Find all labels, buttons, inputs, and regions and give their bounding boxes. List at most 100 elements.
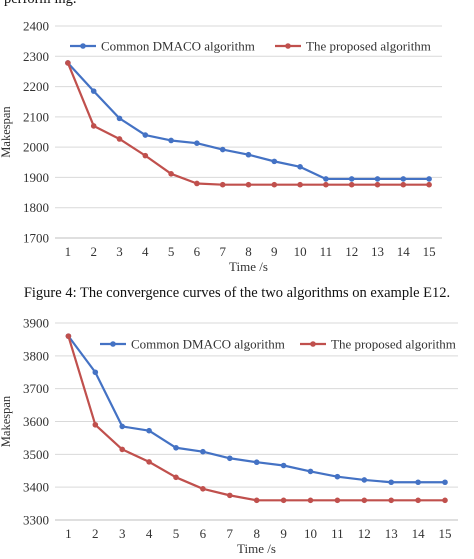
x-tick-label: 4	[142, 244, 149, 259]
data-point-proposed	[245, 181, 252, 188]
data-point-proposed	[374, 181, 381, 188]
data-point-common-dmaco	[307, 468, 314, 475]
x-tick-label: 13	[385, 526, 398, 541]
x-tick-label: 2	[92, 526, 99, 541]
y-tick-label: 2300	[23, 49, 49, 64]
x-tick-label: 5	[168, 244, 175, 259]
data-point-proposed	[400, 181, 407, 188]
y-tick-label: 3400	[23, 480, 49, 495]
data-point-common-dmaco	[90, 88, 97, 94]
data-point-common-dmaco	[146, 427, 152, 434]
data-point-common-dmaco	[426, 176, 432, 182]
y-tick-label: 3800	[23, 348, 49, 363]
data-point-proposed	[348, 181, 355, 188]
x-tick-label: 6	[194, 244, 201, 259]
data-point-proposed	[173, 474, 179, 481]
data-point-proposed	[426, 181, 432, 188]
data-point-proposed	[271, 181, 278, 188]
data-point-proposed	[253, 497, 260, 504]
y-tick-label: 1900	[23, 170, 49, 185]
y-tick-label: 1800	[23, 200, 49, 215]
x-axis-title: Time /s	[229, 259, 268, 274]
data-point-proposed	[119, 446, 125, 453]
data-point-common-dmaco	[194, 140, 200, 147]
data-point-common-dmaco	[374, 176, 381, 182]
data-point-proposed	[90, 123, 97, 129]
data-point-proposed	[323, 181, 329, 188]
x-tick-label: 6	[200, 526, 207, 541]
x-tick-label: 8	[245, 244, 252, 259]
legend-marker	[285, 43, 291, 49]
data-point-common-dmaco	[334, 473, 341, 480]
x-tick-label: 3	[119, 526, 126, 541]
x-tick-label: 14	[412, 526, 426, 541]
y-tick-label: 2100	[23, 109, 49, 124]
legend-marker	[80, 43, 86, 49]
legend-marker	[110, 341, 116, 347]
data-point-common-dmaco	[116, 115, 123, 122]
data-point-common-dmaco	[253, 459, 260, 466]
y-tick-label: 2000	[23, 140, 49, 155]
data-point-proposed	[142, 152, 149, 159]
data-point-common-dmaco	[168, 137, 174, 144]
data-point-proposed	[297, 181, 303, 188]
data-point-common-dmaco	[271, 158, 278, 165]
x-tick-label: 7	[227, 526, 234, 541]
data-point-common-dmaco	[92, 369, 99, 376]
legend-label: Common DMACO algorithm	[101, 39, 255, 54]
data-point-common-dmaco	[400, 176, 407, 182]
series-line-proposed	[67, 335, 445, 502]
data-point-common-dmaco	[142, 132, 149, 138]
data-point-proposed	[334, 497, 341, 504]
data-point-proposed	[116, 136, 123, 142]
data-point-proposed	[194, 180, 200, 187]
series-line-proposed	[66, 62, 430, 186]
data-point-proposed	[280, 497, 287, 504]
x-tick-label: 1	[65, 244, 72, 259]
y-axis-title: Makespan	[0, 395, 13, 447]
x-tick-label: 14	[397, 244, 411, 259]
data-point-proposed	[92, 421, 99, 428]
x-axis-title: Time /s	[237, 541, 276, 556]
data-point-common-dmaco	[348, 176, 355, 182]
x-tick-label: 5	[173, 526, 180, 541]
data-point-common-dmaco	[227, 455, 233, 462]
data-point-proposed	[65, 60, 71, 66]
y-axis-title: Makespan	[0, 106, 13, 158]
x-tick-label: 1	[65, 526, 72, 541]
legend-label: The proposed algorithm	[331, 337, 456, 352]
x-tick-label: 9	[271, 244, 278, 259]
x-tick-label: 15	[439, 526, 452, 541]
x-tick-label: 12	[358, 526, 371, 541]
y-tick-label: 3600	[23, 414, 49, 429]
data-point-common-dmaco	[323, 176, 329, 182]
x-tick-label: 8	[253, 526, 260, 541]
data-point-proposed	[65, 333, 72, 339]
y-tick-label: 3500	[23, 447, 49, 462]
series-line-common-dmaco	[67, 62, 430, 181]
data-point-common-dmaco	[173, 444, 179, 451]
data-point-proposed	[442, 497, 448, 504]
x-tick-label: 11	[320, 244, 333, 259]
x-tick-label: 10	[294, 244, 307, 259]
y-tick-label: 3900	[23, 316, 49, 331]
x-tick-label: 7	[219, 244, 226, 259]
x-tick-label: 11	[331, 526, 344, 541]
data-point-common-dmaco	[280, 462, 287, 469]
data-point-proposed	[307, 497, 314, 504]
x-tick-label: 2	[90, 244, 97, 259]
x-tick-label: 9	[280, 526, 287, 541]
data-point-proposed	[200, 486, 206, 492]
data-point-common-dmaco	[442, 479, 448, 486]
data-point-proposed	[219, 181, 226, 188]
legend-label: The proposed algorithm	[306, 39, 431, 54]
y-tick-label: 3300	[23, 513, 49, 528]
data-point-common-dmaco	[297, 164, 303, 170]
data-point-common-dmaco	[200, 448, 206, 455]
data-point-common-dmaco	[245, 151, 252, 158]
y-tick-label: 2200	[23, 79, 49, 94]
data-point-proposed	[146, 459, 152, 465]
y-tick-label: 1700	[23, 231, 49, 246]
top-caption-fragment: perform ing.	[4, 0, 474, 8]
